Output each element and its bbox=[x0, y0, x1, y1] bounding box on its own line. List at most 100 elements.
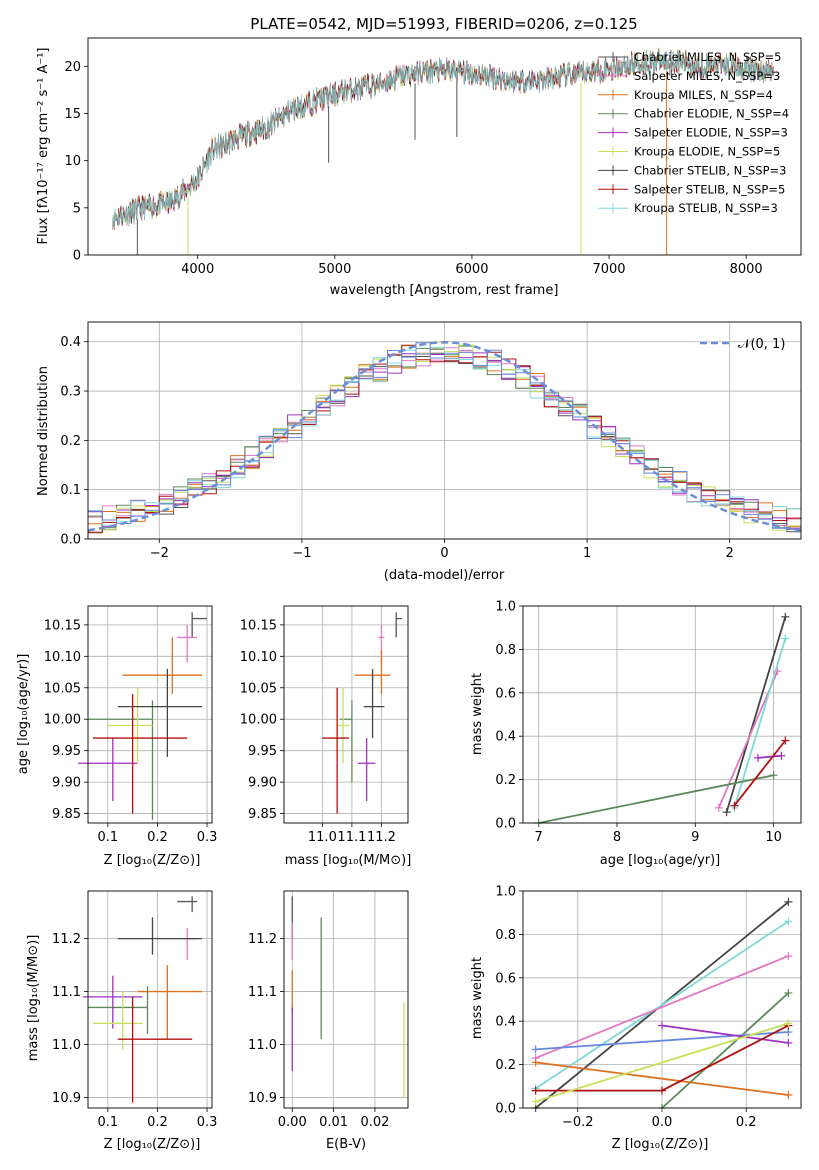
mass-Z-plot-area bbox=[88, 891, 212, 1108]
spectrum-xtick-label: 4000 bbox=[181, 262, 214, 277]
legend-label-2: Kroupa MILES, N_SSP=4 bbox=[634, 88, 773, 102]
histogram-frame bbox=[87, 321, 802, 540]
mass-ebv-plot-area bbox=[284, 891, 408, 1108]
age-Z-ytick-label: 9.85 bbox=[52, 807, 81, 822]
mass-Z-xlabel: Z [log₁₀(Z/Z⊙)] bbox=[104, 1137, 201, 1152]
age-vs-Z-panel: 0.1 0.2 0.3 9.85 9.90 9.95 10.00 10.05 10.10 10.1… bbox=[44, 605, 218, 845]
mw-age-ytick-label: 0.8 bbox=[495, 643, 516, 658]
histogram-ylabel: Normed distribution bbox=[36, 366, 51, 496]
age-Z-plot-area bbox=[88, 606, 212, 823]
spectrum-ytick-label: 10 bbox=[64, 154, 81, 169]
age-mass-xtick-label: 11.1 bbox=[337, 830, 366, 845]
mw-age-series-3 bbox=[538, 774, 774, 824]
spectrum-ytick-label: 15 bbox=[64, 107, 81, 122]
spectrum-frame bbox=[87, 37, 802, 256]
age-mass-xtick-label: 11.2 bbox=[367, 830, 396, 845]
legend-label-6: Chabrier STELIB, N_SSP=3 bbox=[634, 163, 786, 177]
mass-ebv-ytick-label: 11.2 bbox=[248, 932, 277, 947]
age-Z-ytick-label: 10.10 bbox=[44, 650, 81, 665]
mass-Z-xtick-label: 0.1 bbox=[97, 1115, 118, 1130]
mw-Z-series-3 bbox=[661, 992, 790, 1109]
mass-ebv-xlabel: E(B-V) bbox=[326, 1137, 366, 1152]
mw-age-xtick-label: 8 bbox=[613, 830, 621, 845]
mass-ebv-ytick-label: 11.0 bbox=[248, 1038, 277, 1053]
age-mass-xlabel: mass [log₁₀(M/M⊙)] bbox=[285, 853, 412, 868]
residual-histogram-panel: −2 −1 0 1 2 0.0 0.1 0.2 0.3 0.4 bbox=[60, 321, 802, 561]
age-mass-frame bbox=[283, 605, 409, 824]
spectrum-ytick-label: 0 bbox=[73, 249, 81, 264]
age-Z-ytick-label: 10.05 bbox=[44, 681, 81, 696]
mw-age-xtick-label: 10 bbox=[765, 830, 782, 845]
mass-Z-ytick-label: 11.0 bbox=[52, 1038, 81, 1053]
age-Z-xlabel: Z [log₁₀(Z/Z⊙)] bbox=[104, 853, 201, 868]
age-mass-ytick-label: 10.10 bbox=[240, 650, 277, 665]
histogram-ytick-label: 0.1 bbox=[60, 483, 81, 498]
mw-age-frame bbox=[522, 605, 802, 824]
age-mass-ytick-label: 9.95 bbox=[248, 744, 277, 759]
mw-age-xtick-label: 7 bbox=[535, 830, 543, 845]
age-Z-ytick-label: 9.95 bbox=[52, 744, 81, 759]
mw-Z-ytick-label: 0.4 bbox=[495, 1015, 516, 1030]
age-Z-xtick-label: 0.3 bbox=[197, 830, 218, 845]
spectrum-title: PLATE=0542, MJD=51993, FIBERID=0206, z=0… bbox=[250, 15, 637, 33]
spectrum-panel: 4000 5000 6000 7000 8000 0 5 10 15 20 bbox=[64, 37, 802, 277]
gaussian-curve bbox=[87, 340, 802, 532]
mass-Z-ytick-label: 11.1 bbox=[52, 985, 81, 1000]
mw-Z-ytick-label: 0.6 bbox=[495, 971, 516, 986]
spectrum-xtick-label: 8000 bbox=[730, 262, 763, 277]
mw-age-ytick-label: 1.0 bbox=[495, 600, 516, 615]
mass-ebv-xtick-label: 0.02 bbox=[360, 1115, 389, 1130]
mass-Z-ytick-label: 10.9 bbox=[52, 1091, 81, 1106]
spectrum-ylabel: Flux [fλ10⁻¹⁷ erg cm⁻² s⁻¹ A⁻¹] bbox=[36, 48, 51, 245]
age-mass-ytick-label: 9.85 bbox=[248, 807, 277, 822]
histogram-xtick-label: 0 bbox=[440, 546, 448, 561]
histogram-series-5 bbox=[88, 341, 801, 533]
age-Z-frame bbox=[87, 605, 213, 824]
spectrum-xtick-label: 7000 bbox=[592, 262, 625, 277]
legend-label-0: Chabrier MILES, N_SSP=5 bbox=[634, 50, 781, 64]
massweight-vs-Z-panel: −0.2 0.0 0.2 0.0 0.2 0.4 0.6 0.8 1.0 bbox=[495, 885, 802, 1130]
age-mass-ytick-label: 10.05 bbox=[240, 681, 277, 696]
age-mass-ytick-label: 10.00 bbox=[240, 713, 277, 728]
mass-Z-frame bbox=[87, 890, 213, 1109]
spectrum-series-8 bbox=[112, 50, 774, 229]
histogram-ytick-label: 0.4 bbox=[60, 335, 81, 350]
gaussian-legend-label: 𝒩(0, 1) bbox=[738, 337, 785, 352]
mass-ebv-ytick-label: 10.9 bbox=[248, 1091, 277, 1106]
mw-age-series-0 bbox=[725, 616, 787, 813]
histogram-legend: 𝒩(0, 1) bbox=[700, 337, 785, 352]
mw-Z-xtick-label: 0.0 bbox=[652, 1115, 673, 1130]
mass-ebv-ytick-label: 11.1 bbox=[248, 985, 277, 1000]
histogram-ytick-label: 0.0 bbox=[60, 533, 81, 548]
mw-age-ylabel: mass weight bbox=[470, 673, 485, 755]
mass-Z-xtick-label: 0.3 bbox=[197, 1115, 218, 1130]
mw-age-series-5 bbox=[733, 739, 787, 807]
mw-Z-series-4 bbox=[535, 1031, 789, 1051]
mw-Z-ytick-label: 0.0 bbox=[495, 1102, 516, 1117]
mass-Z-ytick-label: 11.2 bbox=[52, 932, 81, 947]
mw-Z-series-5 bbox=[535, 1061, 789, 1096]
mw-age-xlabel: age [log₁₀(age/yr)] bbox=[600, 853, 721, 868]
histogram-xlabel: (data-model)/error bbox=[384, 568, 505, 583]
mw-age-xtick-label: 9 bbox=[691, 830, 699, 845]
histogram-series-8 bbox=[88, 342, 801, 531]
mass-ebv-frame bbox=[283, 890, 409, 1109]
mass-Z-ylabel: mass [log₁₀(M/M⊙)] bbox=[26, 935, 41, 1062]
legend-label-8: Kroupa STELIB, N_SSP=3 bbox=[634, 201, 778, 215]
mw-Z-ylabel: mass weight bbox=[470, 957, 485, 1039]
mw-Z-series-2 bbox=[535, 955, 789, 1059]
spectrum-ytick-label: 5 bbox=[73, 201, 81, 216]
histogram-xtick-label: 2 bbox=[726, 546, 734, 561]
histogram-ytick-label: 0.3 bbox=[60, 385, 81, 400]
age-Z-ytick-label: 9.90 bbox=[52, 776, 81, 791]
age-Z-ytick-label: 10.15 bbox=[44, 618, 81, 633]
mass-vs-Z-panel: 0.1 0.2 0.3 10.9 11.0 11.1 11.2 bbox=[52, 890, 218, 1130]
spectrum-xlabel: wavelength [Angstrom, rest frame] bbox=[330, 283, 559, 298]
mass-ebv-xtick-label: 0.01 bbox=[319, 1115, 348, 1130]
age-mass-ytick-label: 9.90 bbox=[248, 776, 277, 791]
age-mass-ytick-label: 10.15 bbox=[240, 618, 277, 633]
mw-age-plot-area bbox=[523, 606, 801, 823]
mw-Z-xlabel: Z [log₁₀(Z/Z⊙)] bbox=[612, 1137, 709, 1152]
legend-label-4: Salpeter ELODIE, N_SSP=3 bbox=[634, 126, 788, 140]
histogram-xtick-label: 1 bbox=[583, 546, 591, 561]
